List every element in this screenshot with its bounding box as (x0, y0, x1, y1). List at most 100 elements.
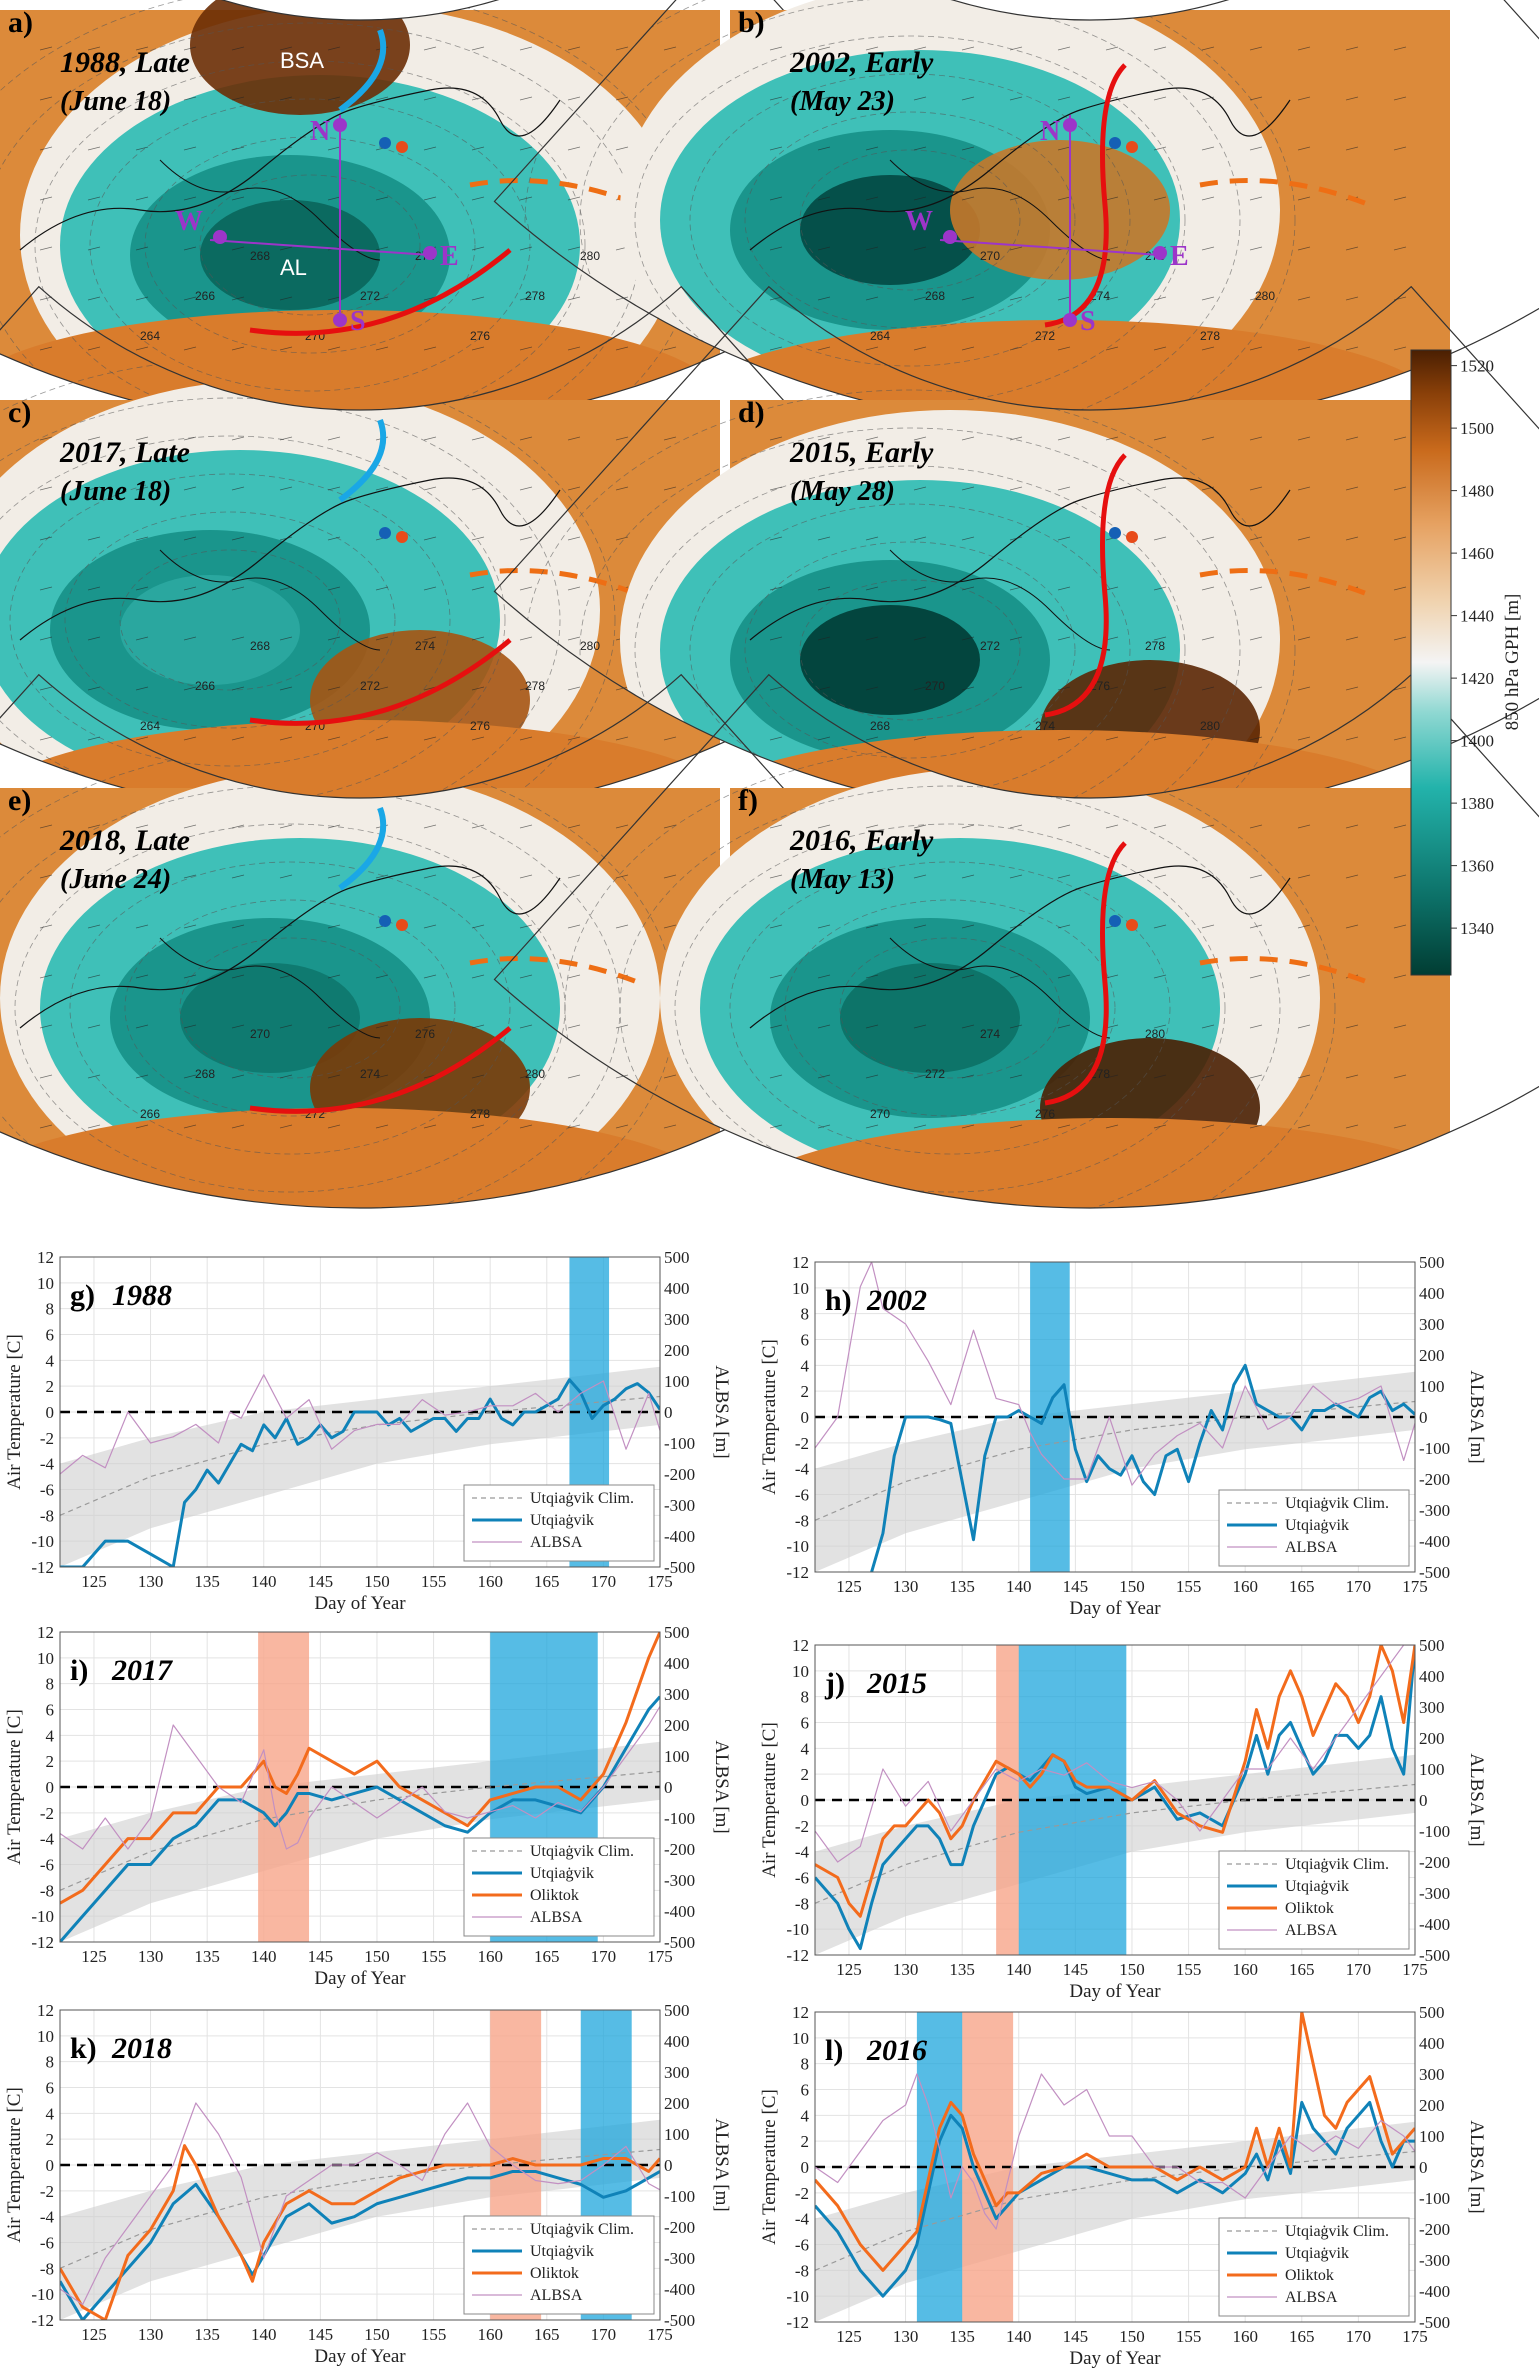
wind-vector (567, 974, 581, 979)
wind-vector (183, 486, 197, 491)
wind-vector (39, 1124, 53, 1129)
wind-vector (1009, 346, 1023, 351)
y-tick-label: 4 (801, 1739, 810, 1758)
wind-vector (231, 96, 245, 101)
wind-vector (1153, 736, 1167, 741)
map-outline (493, 673, 1539, 1209)
wind-vector (423, 686, 437, 691)
wind-vector (769, 1124, 783, 1129)
wind-vector (817, 974, 831, 979)
wind-vector (567, 686, 581, 691)
x-tick-label: 155 (421, 2325, 447, 2344)
climatology-line (815, 2150, 1415, 2271)
wind-vector (87, 974, 101, 979)
wind-vector (1201, 146, 1215, 151)
x-tick-label: 150 (1119, 1960, 1145, 1979)
wind-vector (769, 924, 783, 929)
wind-vector (1009, 146, 1023, 151)
wind-vector (865, 1024, 879, 1029)
contour-label: 276 (1035, 1107, 1055, 1121)
contour-label: 266 (195, 679, 215, 693)
x-tick-label: 125 (836, 1577, 862, 1596)
wind-vector (135, 246, 149, 251)
wind-vector (1105, 824, 1119, 829)
map-low-core (200, 200, 380, 310)
wind-vector (39, 686, 53, 691)
wind-vector (1009, 246, 1023, 251)
wind-vector (471, 1074, 485, 1079)
wind-vector (231, 924, 245, 929)
wind-vector (279, 1074, 293, 1079)
wind-vector (87, 146, 101, 151)
y-right-tick-label: -500 (1419, 1563, 1450, 1582)
x-tick-label: 175 (647, 2325, 673, 2344)
y-right-tick-label: 0 (664, 2156, 673, 2175)
y-tick-label: -10 (786, 1537, 809, 1556)
map-contour (729, 861, 1171, 1155)
y-tick-label: 8 (801, 2055, 810, 2074)
y-tick-label: 6 (801, 1714, 810, 1733)
colorbar-bar (1410, 349, 1452, 976)
wind-vector (423, 824, 437, 829)
map-low-core (120, 575, 300, 685)
y-tick-label: -12 (31, 1558, 54, 1577)
wind-vector (471, 146, 485, 151)
wind-vector (279, 874, 293, 879)
wind-vector (1393, 536, 1407, 541)
wind-vector (615, 536, 629, 541)
wind-vector (1009, 736, 1023, 741)
wind-vector (471, 686, 485, 691)
compass-label-n: N (1040, 116, 1060, 147)
wind-vector (327, 1074, 341, 1079)
wind-vector (327, 736, 341, 741)
y-tick-label: -12 (786, 1946, 809, 1965)
wind-vector (1297, 346, 1311, 351)
wind-vector (567, 924, 581, 929)
wind-vector (423, 1024, 437, 1029)
x-axis-label: Day of Year (1069, 2348, 1161, 2369)
wind-vector (817, 486, 831, 491)
contour-label: 268 (250, 249, 270, 263)
wind-vector (327, 586, 341, 591)
wind-vector (913, 824, 927, 829)
legend-label: ALBSA (530, 1534, 583, 1551)
wind-vector (279, 46, 293, 51)
wind-vector (471, 736, 485, 741)
y-axis-label: Air Temperature [C] (759, 2089, 780, 2245)
wind-vector (1153, 974, 1167, 979)
panel-letter: b) (738, 6, 765, 39)
wind-vector (1249, 436, 1263, 441)
map-contour (674, 823, 1226, 1193)
legend: Utqiaġvik Clim. Utqiaġvik Oliktok ALBSA (463, 2215, 655, 2315)
legend-label: Utqiaġvik Clim. (530, 2221, 634, 2238)
panel-date: (May 13) (790, 864, 895, 895)
red-flow-arrow (249, 248, 512, 336)
y-right-tick-label: 300 (664, 1310, 690, 1329)
wind-vector (567, 1124, 581, 1129)
map-contour (179, 937, 401, 1079)
y-tick-label: -4 (795, 1843, 810, 1862)
y-right-tick-label: 300 (664, 2063, 690, 2082)
wind-vector (769, 486, 783, 491)
map-panels: 264 266 268 270 272 274 276 278 280 N W E S BSA AL a) 19… (0, 0, 1539, 1209)
wind-vector (423, 1074, 437, 1079)
wind-vector (519, 874, 533, 879)
wind-vector (1297, 924, 1311, 929)
legend-box (1218, 2217, 1410, 2317)
y-tick-label: -4 (40, 2208, 55, 2227)
wind-vector (1297, 296, 1311, 301)
wind-vector (1153, 46, 1167, 51)
series-line-albsa (815, 1645, 1415, 1863)
wind-vector (327, 874, 341, 879)
wind-vector (913, 246, 927, 251)
wind-vector (87, 1074, 101, 1079)
y-tick-label: -6 (795, 2236, 809, 2255)
map-contour (689, 73, 1131, 367)
wind-vector (39, 146, 53, 151)
y-right-tick-label: -200 (1419, 1853, 1450, 1872)
panel-title: 2017, Late (59, 436, 190, 469)
wind-vector (615, 686, 629, 691)
x-tick-label: 155 (1176, 2327, 1202, 2346)
wind-vector (961, 924, 975, 929)
map-coastline (749, 865, 1291, 1029)
